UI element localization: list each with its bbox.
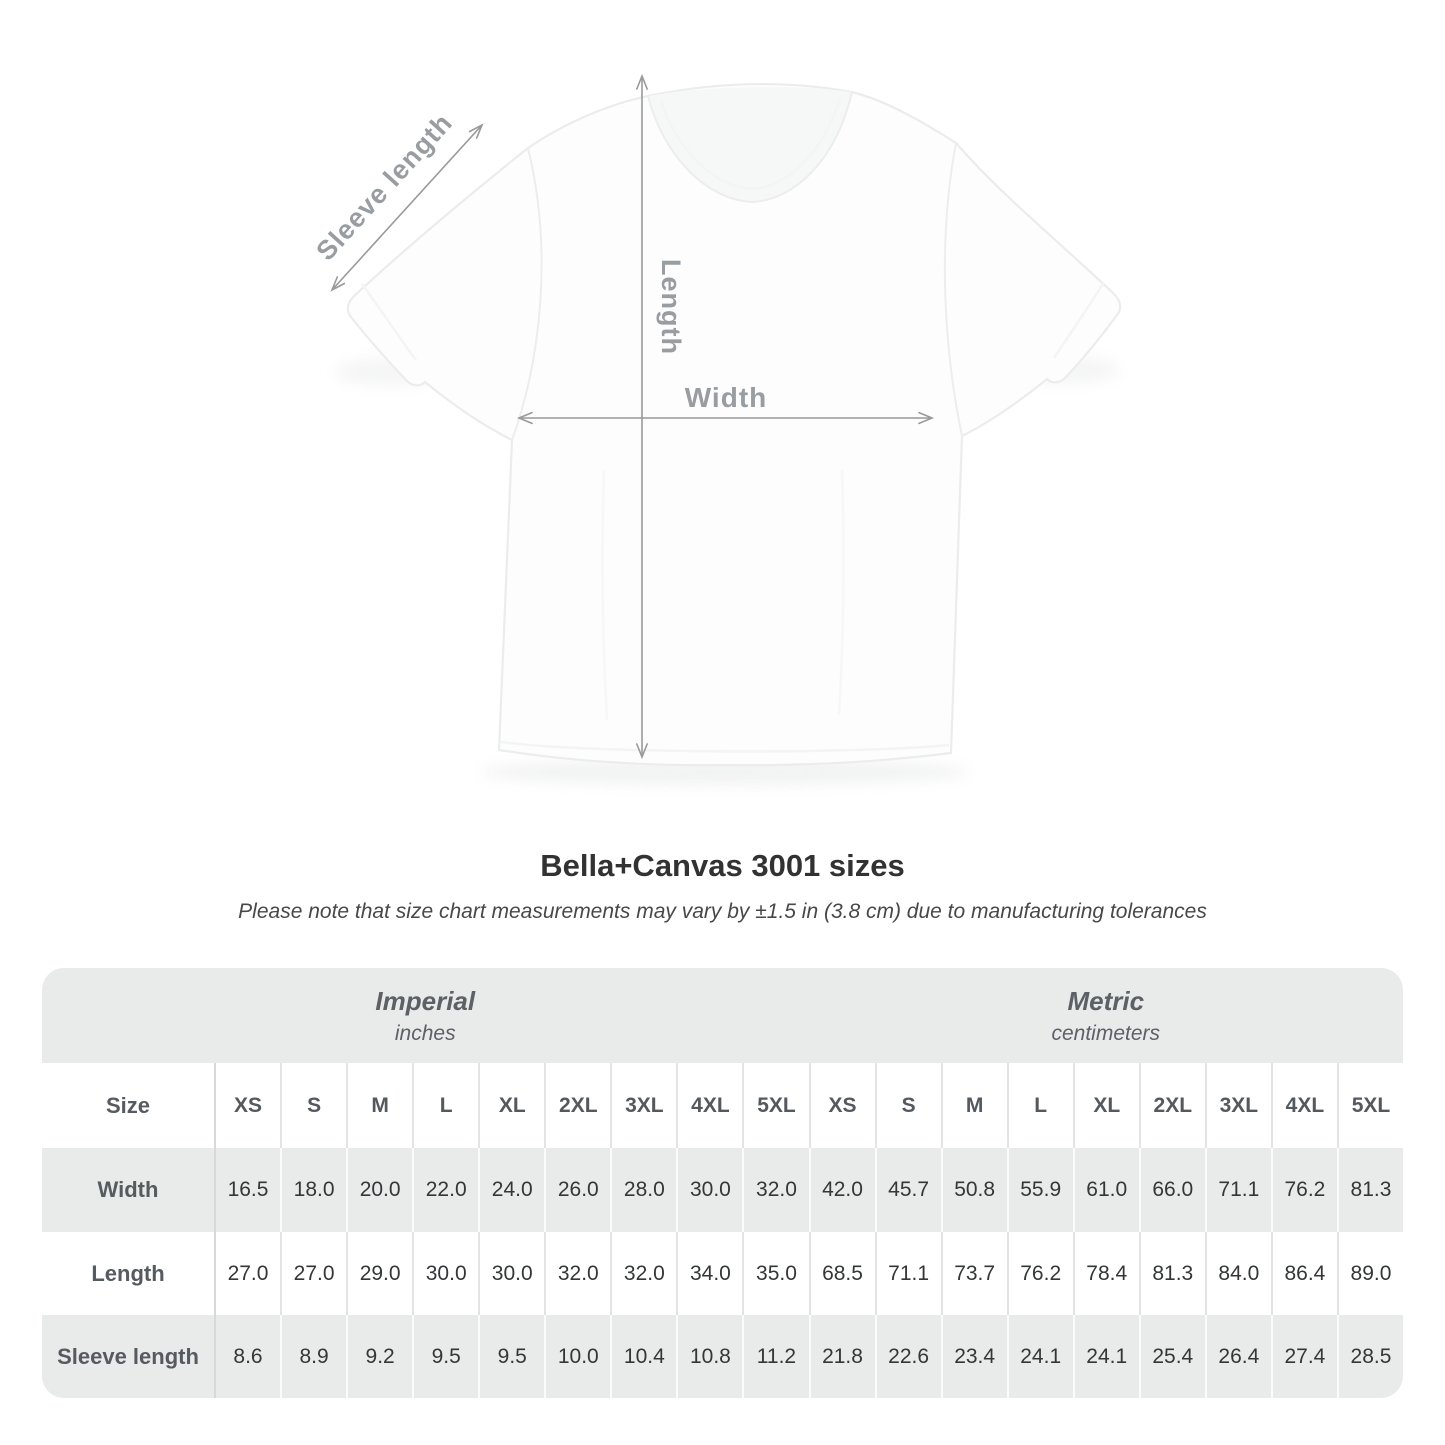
table-cell: 18.0 — [280, 1148, 347, 1232]
table-cell: 10.8 — [676, 1315, 743, 1398]
table-cell: 26.0 — [544, 1148, 611, 1232]
table-cell: 78.4 — [1072, 1232, 1139, 1315]
size-col-header: L — [412, 1063, 479, 1148]
size-col-header: 5XL — [742, 1063, 809, 1148]
size-table: Imperial inches Metric centimeters Size … — [42, 968, 1403, 1398]
table-cell: 27.4 — [1270, 1315, 1337, 1398]
table-cell: 50.8 — [940, 1148, 1007, 1232]
table-cell: 28.5 — [1336, 1315, 1403, 1398]
table-cell: 30.0 — [412, 1232, 479, 1315]
table-cell: 32.0 — [544, 1232, 611, 1315]
table-cell: 86.4 — [1270, 1232, 1337, 1315]
size-corner-label: Size — [42, 1063, 214, 1148]
table-cell: 66.0 — [1138, 1148, 1205, 1232]
width-label: Width — [685, 382, 768, 413]
table-cell: 30.0 — [676, 1148, 743, 1232]
tshirt-measurement-diagram: Sleeve length Length Width — [310, 73, 1122, 785]
table-cell: 73.7 — [940, 1232, 1007, 1315]
table-cell: 61.0 — [1072, 1148, 1139, 1232]
table-cell: 23.4 — [940, 1315, 1007, 1398]
size-col-header: XL — [478, 1063, 545, 1148]
table-cell: 8.9 — [280, 1315, 347, 1398]
size-col-header: 4XL — [1270, 1063, 1337, 1148]
table-cell: 8.6 — [214, 1315, 281, 1398]
table-cell: 22.0 — [412, 1148, 479, 1232]
table-cell: 16.5 — [214, 1148, 281, 1232]
table-cell: 28.0 — [610, 1148, 677, 1232]
size-col-header: M — [940, 1063, 1007, 1148]
table-cell: 32.0 — [610, 1232, 677, 1315]
table-cell: 81.3 — [1138, 1232, 1205, 1315]
metric-unit: centimeters — [1051, 1021, 1161, 1045]
metric-group-header: Metric centimeters — [808, 968, 1403, 1063]
table-cell: 89.0 — [1336, 1232, 1403, 1315]
table-cell: 22.6 — [874, 1315, 941, 1398]
size-col-header: 2XL — [544, 1063, 611, 1148]
tolerance-note: Please note that size chart measurements… — [238, 900, 1207, 923]
table-cell: 71.1 — [874, 1232, 941, 1315]
table-row-label: Width — [42, 1148, 214, 1232]
tshirt-illustration: Sleeve length Length Width — [310, 73, 1122, 785]
width-arrow — [516, 411, 935, 425]
size-col-header: 4XL — [676, 1063, 743, 1148]
table-cell: 11.2 — [742, 1315, 809, 1398]
size-col-header: XS — [808, 1063, 875, 1148]
table-cell: 26.4 — [1204, 1315, 1271, 1398]
metric-label: Metric — [1067, 985, 1145, 1016]
size-col-header: XS — [214, 1063, 281, 1148]
table-cell: 24.1 — [1072, 1315, 1139, 1398]
table-cell: 20.0 — [346, 1148, 413, 1232]
table-cell: 21.8 — [808, 1315, 875, 1398]
table-cell: 10.0 — [544, 1315, 611, 1398]
imperial-label: Imperial — [375, 985, 476, 1016]
page-title: Bella+Canvas 3001 sizes — [540, 848, 905, 883]
length-arrow — [635, 73, 649, 760]
table-cell: 42.0 — [808, 1148, 875, 1232]
length-label: Length — [656, 259, 686, 355]
size-col-header: 3XL — [610, 1063, 677, 1148]
table-cell: 81.3 — [1336, 1148, 1403, 1232]
table-cell: 25.4 — [1138, 1315, 1205, 1398]
table-cell: 29.0 — [346, 1232, 413, 1315]
table-cell: 10.4 — [610, 1315, 677, 1398]
table-row-label: Length — [42, 1232, 214, 1315]
size-col-header: 3XL — [1204, 1063, 1271, 1148]
size-col-header: 2XL — [1138, 1063, 1205, 1148]
table-cell: 30.0 — [478, 1232, 545, 1315]
imperial-unit: inches — [394, 1021, 456, 1045]
table-cell: 9.5 — [412, 1315, 479, 1398]
imperial-group-header: Imperial inches — [42, 968, 809, 1063]
table-cell: 35.0 — [742, 1232, 809, 1315]
table-cell: 76.2 — [1006, 1232, 1073, 1315]
table-cell: 71.1 — [1204, 1148, 1271, 1232]
table-cell: 27.0 — [280, 1232, 347, 1315]
sleeve-length-arrow — [330, 123, 484, 292]
table-cell: 24.0 — [478, 1148, 545, 1232]
table-cell: 9.5 — [478, 1315, 545, 1398]
size-col-header: S — [280, 1063, 347, 1148]
size-col-header: M — [346, 1063, 413, 1148]
table-cell: 84.0 — [1204, 1232, 1271, 1315]
table-row-label: Sleeve length — [42, 1315, 214, 1398]
table-cell: 68.5 — [808, 1232, 875, 1315]
size-col-header: L — [1006, 1063, 1073, 1148]
table-cell: 32.0 — [742, 1148, 809, 1232]
table-cell: 45.7 — [874, 1148, 941, 1232]
table-cell: 27.0 — [214, 1232, 281, 1315]
table-cell: 34.0 — [676, 1232, 743, 1315]
size-col-header: S — [874, 1063, 941, 1148]
size-col-header: XL — [1072, 1063, 1139, 1148]
table-cell: 76.2 — [1270, 1148, 1337, 1232]
title-block: Bella+Canvas 3001 sizes Please note that… — [0, 848, 1445, 924]
table-cell: 24.1 — [1006, 1315, 1073, 1398]
size-col-header: 5XL — [1336, 1063, 1403, 1148]
table-cell: 9.2 — [346, 1315, 413, 1398]
collar-opening — [648, 87, 852, 202]
tshirt-shape — [346, 83, 1122, 767]
table-cell: 55.9 — [1006, 1148, 1073, 1232]
